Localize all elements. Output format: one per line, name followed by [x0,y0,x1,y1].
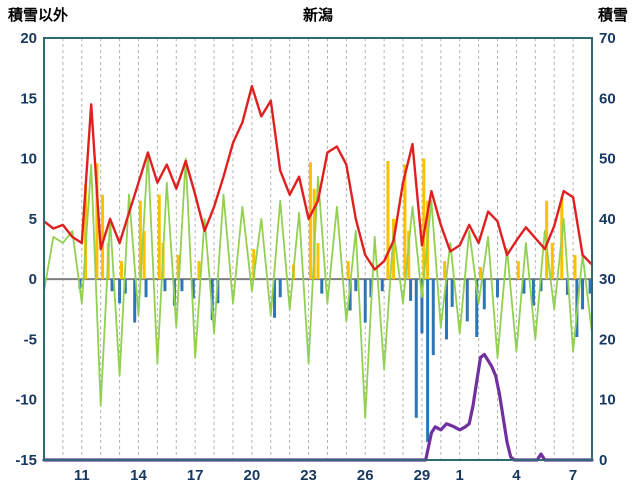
left-axis-title: 積雪以外 [8,7,69,24]
blue-bar [278,279,282,298]
green-line [43,151,593,419]
blue-bar [482,279,486,310]
blue-bar [163,279,167,292]
left-axis-tick-label: 0 [29,271,37,288]
blue-bar [363,279,367,323]
right-axis-tick-label: 40 [599,211,616,228]
red-line [43,84,593,271]
blue-bar [133,279,137,323]
plot-frame [43,37,593,461]
blue-bar [348,279,352,311]
right-axis-tick-label: 10 [599,392,616,409]
left-axis-tick-label: 5 [29,211,37,228]
blue-bar [110,279,114,292]
blue-bar [475,279,479,338]
blue-bar [191,279,195,299]
right-axis-tick-label: 30 [599,271,616,288]
blue-bar [450,279,454,307]
yellow-bar [157,194,161,280]
yellow-bar [516,261,520,280]
right-axis-title: 積雪 [597,7,628,24]
yellow-bar [101,194,105,280]
blue-bar [123,279,127,294]
blue-bar [465,279,469,322]
yellow-bar [138,200,142,280]
blue-bar [420,279,424,334]
blue-bar [273,279,277,318]
chart-title: 新潟 [302,7,334,24]
blue-bar [565,279,569,295]
yellow-bar [443,261,447,280]
yellow-bar [176,255,180,280]
purple-line [42,352,594,462]
x-axis-tick-label: 4 [512,467,521,484]
left-axis-tick-label: -10 [15,392,37,409]
yellow-bar [346,261,350,280]
blue-bar [380,279,384,292]
x-axis-tick-label: 17 [187,467,204,484]
yellow-bar [550,242,554,280]
blue-bar [144,279,148,298]
yellow-bar [573,255,577,280]
blue-bar [409,279,413,301]
blue-bar [180,279,184,292]
yellow-bar [386,160,390,280]
yellow-bar [308,162,312,280]
yellow-bar [479,267,483,280]
yellow-bar [252,249,256,280]
blue-bar [354,279,358,292]
blue-bar [118,279,122,304]
x-axis-tick-label: 29 [414,467,431,484]
yellow-bar [142,230,146,280]
blue-bar [539,279,543,292]
blue-bar [581,279,585,310]
yellow-bar [95,163,99,280]
yellow-bar [316,242,320,280]
blue-bar [444,279,448,340]
left-axis-tick-label: -5 [24,331,37,348]
left-axis-tick-label: 15 [20,90,37,107]
yellow-bar [422,158,426,280]
blue-bar [431,279,435,356]
right-axis-tick-label: 50 [599,151,616,168]
x-axis-tick-label: 14 [130,467,147,484]
yellow-bar [403,164,407,280]
x-axis-tick-label: 1 [456,467,464,484]
yellow-bar [197,261,201,280]
blue-bar [531,279,535,306]
yellow-bar [392,218,396,280]
right-axis-tick-label: 70 [599,30,616,47]
yellow-bar [119,261,123,280]
x-axis-tick-label: 11 [74,467,90,484]
blue-bar [588,279,592,294]
left-axis-tick-label: -15 [15,452,37,469]
blue-bar [414,279,418,418]
blue-bar [522,279,526,294]
right-axis-tick-label: 0 [599,452,607,469]
blue-bar [369,279,373,298]
x-axis-tick-label: 26 [357,467,374,484]
yellow-bar [407,230,411,280]
blue-bar [320,279,324,294]
yellow-bar [84,185,88,280]
x-axis-tick-label: 7 [569,467,577,484]
x-axis-tick-label: 20 [244,467,261,484]
blue-bar [426,279,430,442]
right-axis-tick-label: 20 [599,331,616,348]
blue-bar [496,279,500,298]
left-axis-tick-label: 10 [20,151,37,168]
left-axis-tick-label: 20 [20,30,37,47]
x-axis-tick-label: 23 [300,467,317,484]
right-axis-tick-label: 60 [599,90,616,107]
